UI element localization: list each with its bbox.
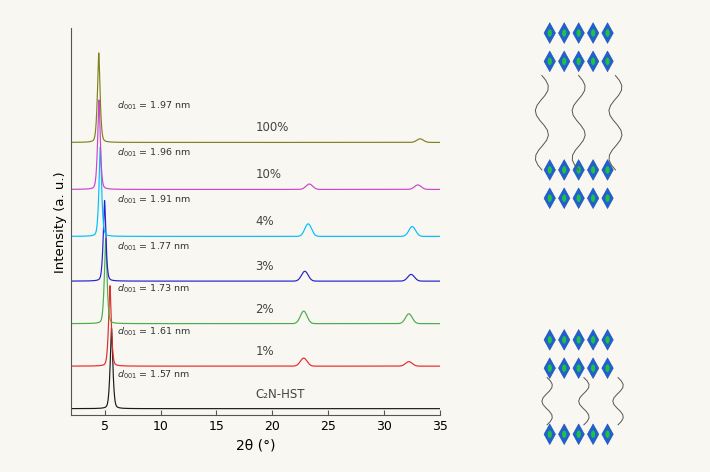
Polygon shape: [573, 188, 584, 209]
Text: $d_{001}$ = 1.57 nm: $d_{001}$ = 1.57 nm: [117, 369, 190, 381]
Text: 3%: 3%: [256, 260, 274, 273]
Polygon shape: [587, 358, 599, 379]
Y-axis label: Intensity (a. u.): Intensity (a. u.): [54, 171, 67, 273]
Polygon shape: [559, 51, 570, 72]
Circle shape: [591, 58, 595, 65]
Polygon shape: [587, 160, 599, 180]
Circle shape: [577, 430, 581, 438]
Circle shape: [577, 364, 581, 372]
Circle shape: [577, 194, 581, 202]
Polygon shape: [602, 160, 613, 180]
Circle shape: [562, 336, 567, 344]
Circle shape: [606, 194, 610, 202]
Polygon shape: [602, 358, 613, 379]
Circle shape: [547, 58, 552, 65]
Circle shape: [547, 364, 552, 372]
Polygon shape: [587, 51, 599, 72]
X-axis label: 2θ (°): 2θ (°): [236, 439, 275, 453]
Polygon shape: [602, 424, 613, 445]
Polygon shape: [559, 358, 570, 379]
Text: $d_{001}$ = 1.96 nm: $d_{001}$ = 1.96 nm: [117, 146, 190, 159]
Circle shape: [562, 58, 567, 65]
Polygon shape: [602, 188, 613, 209]
Circle shape: [562, 364, 567, 372]
Polygon shape: [544, 329, 555, 350]
Text: $d_{001}$ = 1.77 nm: $d_{001}$ = 1.77 nm: [117, 241, 190, 253]
Polygon shape: [559, 424, 570, 445]
Polygon shape: [587, 329, 599, 350]
Circle shape: [577, 336, 581, 344]
Circle shape: [577, 29, 581, 37]
Polygon shape: [602, 23, 613, 43]
Text: $d_{001}$ = 1.91 nm: $d_{001}$ = 1.91 nm: [117, 194, 190, 206]
Circle shape: [591, 166, 595, 174]
Text: 100%: 100%: [256, 121, 289, 135]
Circle shape: [562, 29, 567, 37]
Text: 10%: 10%: [256, 169, 282, 181]
Circle shape: [577, 58, 581, 65]
Polygon shape: [544, 188, 555, 209]
Text: $d_{001}$ = 1.73 nm: $d_{001}$ = 1.73 nm: [117, 282, 190, 295]
Text: 4%: 4%: [256, 215, 274, 228]
Polygon shape: [602, 51, 613, 72]
Circle shape: [606, 336, 610, 344]
Circle shape: [547, 336, 552, 344]
Circle shape: [606, 166, 610, 174]
Text: 2%: 2%: [256, 303, 274, 316]
Polygon shape: [544, 424, 555, 445]
Circle shape: [562, 194, 567, 202]
Circle shape: [591, 336, 595, 344]
Circle shape: [547, 29, 552, 37]
Polygon shape: [587, 424, 599, 445]
Circle shape: [606, 58, 610, 65]
Polygon shape: [573, 51, 584, 72]
Polygon shape: [559, 329, 570, 350]
Circle shape: [606, 430, 610, 438]
Circle shape: [606, 364, 610, 372]
Text: $d_{001}$ = 1.61 nm: $d_{001}$ = 1.61 nm: [117, 326, 190, 338]
Circle shape: [547, 430, 552, 438]
Polygon shape: [573, 160, 584, 180]
Polygon shape: [559, 188, 570, 209]
Polygon shape: [573, 424, 584, 445]
Circle shape: [577, 166, 581, 174]
Circle shape: [547, 166, 552, 174]
Text: 1%: 1%: [256, 345, 274, 358]
Circle shape: [562, 166, 567, 174]
Polygon shape: [573, 329, 584, 350]
Text: C₂N-HST: C₂N-HST: [256, 388, 305, 401]
Circle shape: [591, 194, 595, 202]
Circle shape: [591, 430, 595, 438]
Polygon shape: [544, 51, 555, 72]
Circle shape: [547, 194, 552, 202]
Polygon shape: [602, 329, 613, 350]
Circle shape: [591, 364, 595, 372]
Polygon shape: [544, 358, 555, 379]
Polygon shape: [587, 23, 599, 43]
Circle shape: [606, 29, 610, 37]
Text: $d_{001}$ = 1.97 nm: $d_{001}$ = 1.97 nm: [117, 100, 190, 112]
Circle shape: [591, 29, 595, 37]
Polygon shape: [573, 358, 584, 379]
Circle shape: [562, 430, 567, 438]
Polygon shape: [544, 160, 555, 180]
Polygon shape: [573, 23, 584, 43]
Polygon shape: [587, 188, 599, 209]
Polygon shape: [544, 23, 555, 43]
Polygon shape: [559, 160, 570, 180]
Polygon shape: [559, 23, 570, 43]
